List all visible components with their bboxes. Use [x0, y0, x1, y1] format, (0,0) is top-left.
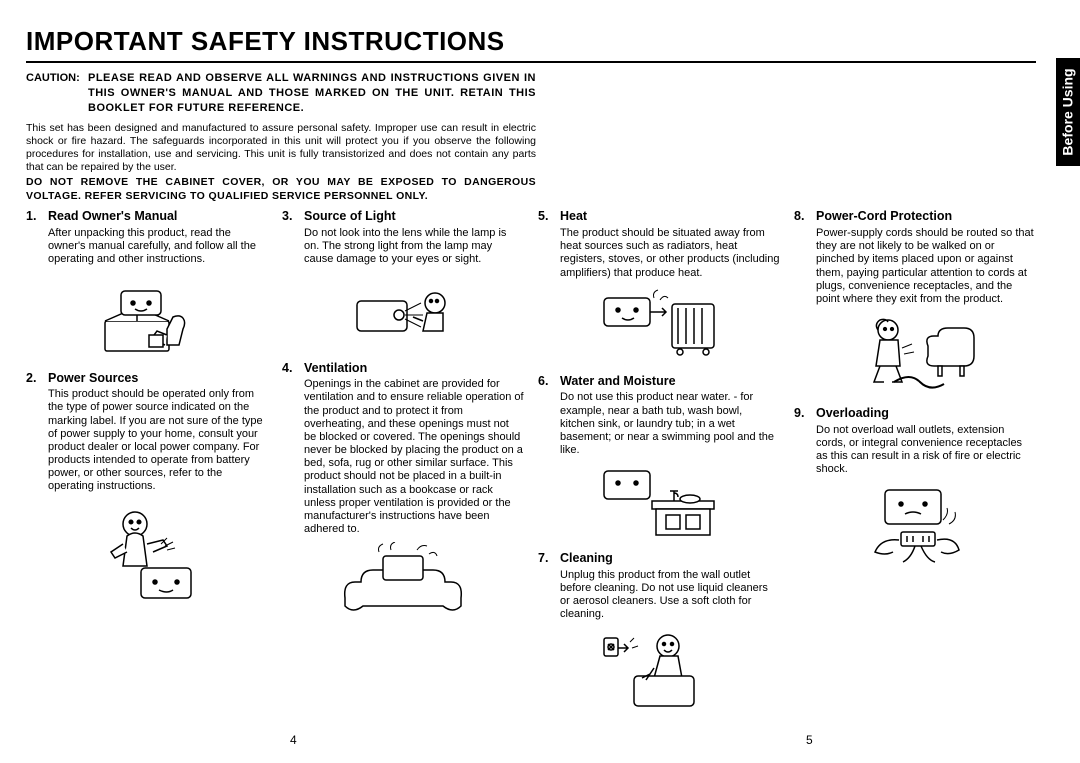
side-tab: Before Using	[1056, 58, 1080, 166]
caution-label: CAUTION:	[26, 71, 88, 116]
illus-power-sources	[87, 500, 207, 610]
illus-overloading	[855, 482, 975, 572]
sec6-num: 6.	[538, 374, 560, 390]
sec2-num: 2.	[26, 371, 48, 387]
caution-block: CAUTION: PLEASE READ AND OBSERVE ALL WAR…	[26, 71, 536, 116]
sec9-body: Do not overload wall outlets, extension …	[794, 424, 1036, 477]
sec5-num: 5.	[538, 209, 560, 225]
section-6: 6.Water and Moisture Do not use this pro…	[538, 374, 780, 544]
page-number-left: 4	[290, 733, 297, 747]
sec2-title: Power Sources	[48, 371, 138, 387]
column-1: 1.Read Owner's Manual After unpacking th…	[26, 209, 282, 725]
section-5: 5.Heat The product should be situated aw…	[538, 209, 780, 365]
section-3: 3.Source of Light Do not look into the l…	[282, 209, 524, 352]
intro-text: This set has been designed and manufactu…	[26, 122, 536, 175]
content-columns: 1.Read Owner's Manual After unpacking th…	[26, 209, 1036, 725]
sec1-num: 1.	[26, 209, 48, 225]
page-title: IMPORTANT SAFETY INSTRUCTIONS	[26, 26, 1062, 57]
column-3: 5.Heat The product should be situated aw…	[538, 209, 794, 725]
section-7: 7.Cleaning Unplug this product from the …	[538, 551, 780, 717]
side-tab-label: Before Using	[1060, 68, 1076, 155]
section-9: 9.Overloading Do not overload wall outle…	[794, 406, 1036, 572]
sec1-body: After unpacking this product, read the o…	[26, 227, 268, 267]
intro-block: CAUTION: PLEASE READ AND OBSERVE ALL WAR…	[26, 71, 536, 203]
caution-body: PLEASE READ AND OBSERVE ALL WARNINGS AND…	[88, 71, 536, 116]
sec9-title: Overloading	[816, 406, 889, 422]
sec8-title: Power-Cord Protection	[816, 209, 952, 225]
section-2: 2.Power Sources This product should be o…	[26, 371, 268, 610]
illus-source-light	[343, 273, 463, 353]
sec3-num: 3.	[282, 209, 304, 225]
section-1: 1.Read Owner's Manual After unpacking th…	[26, 209, 268, 362]
sec7-body: Unplug this product from the wall outlet…	[538, 569, 780, 622]
sec5-title: Heat	[560, 209, 587, 225]
sec3-title: Source of Light	[304, 209, 396, 225]
sec7-title: Cleaning	[560, 551, 613, 567]
page-number-right: 5	[806, 733, 813, 747]
sec4-body: Openings in the cabinet are provided for…	[282, 378, 524, 536]
manual-page: IMPORTANT SAFETY INSTRUCTIONS CAUTION: P…	[0, 0, 1080, 763]
sec5-body: The product should be situated away from…	[538, 227, 780, 280]
sec8-body: Power-supply cords should be routed so t…	[794, 227, 1036, 306]
illus-ventilation	[333, 542, 473, 622]
illus-heat	[594, 286, 724, 366]
sec4-num: 4.	[282, 361, 304, 377]
sec6-title: Water and Moisture	[560, 374, 676, 390]
sec4-title: Ventilation	[304, 361, 367, 377]
column-2: 3.Source of Light Do not look into the l…	[282, 209, 538, 725]
sec9-num: 9.	[794, 406, 816, 422]
illus-cleaning	[594, 628, 724, 718]
column-4: 8.Power-Cord Protection Power-supply cor…	[794, 209, 1036, 725]
section-8: 8.Power-Cord Protection Power-supply cor…	[794, 209, 1036, 398]
sec7-num: 7.	[538, 551, 560, 567]
sec8-num: 8.	[794, 209, 816, 225]
illus-power-cord	[850, 312, 980, 398]
sec3-body: Do not look into the lens while the lamp…	[282, 227, 524, 267]
illus-water	[594, 463, 724, 543]
section-4: 4.Ventilation Openings in the cabinet ar…	[282, 361, 524, 623]
sec1-title: Read Owner's Manual	[48, 209, 177, 225]
sec2-body: This product should be operated only fro…	[26, 388, 268, 494]
sec6-body: Do not use this product near water. - fo…	[538, 391, 780, 457]
title-rule	[26, 61, 1036, 63]
illus-read-manual	[87, 273, 207, 363]
intro-bold: DO NOT REMOVE THE CABINET COVER, OR YOU …	[26, 176, 536, 203]
